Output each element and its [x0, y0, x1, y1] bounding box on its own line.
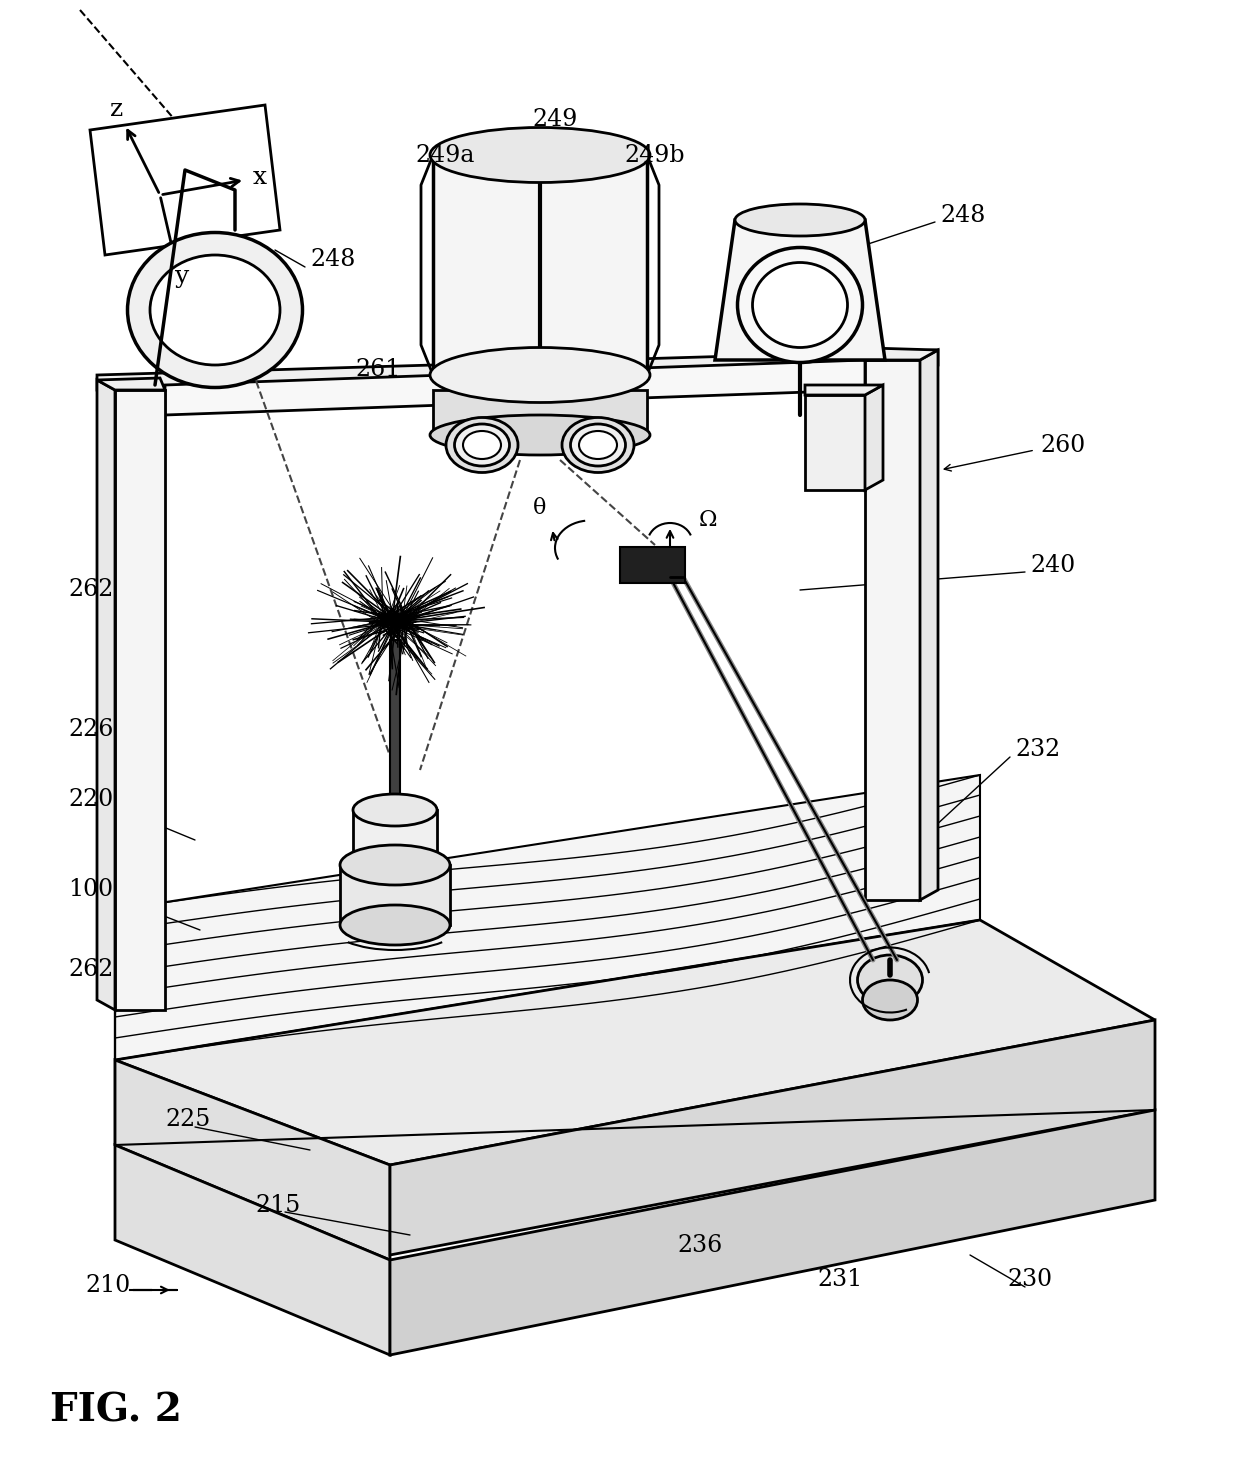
Ellipse shape — [455, 424, 510, 466]
Polygon shape — [91, 105, 280, 254]
Polygon shape — [866, 360, 920, 901]
Text: y: y — [175, 266, 190, 288]
Text: 236: 236 — [677, 1234, 723, 1256]
Ellipse shape — [430, 348, 650, 402]
Polygon shape — [433, 390, 647, 436]
Text: 210: 210 — [86, 1273, 130, 1297]
Ellipse shape — [735, 205, 866, 235]
Text: 249: 249 — [532, 108, 578, 132]
Polygon shape — [805, 395, 866, 490]
Ellipse shape — [128, 232, 303, 387]
Polygon shape — [353, 810, 436, 866]
Polygon shape — [920, 349, 937, 901]
Polygon shape — [97, 379, 165, 390]
Ellipse shape — [562, 418, 634, 472]
Polygon shape — [340, 866, 450, 925]
Text: 226: 226 — [68, 718, 113, 741]
Polygon shape — [805, 385, 883, 395]
Text: 248: 248 — [940, 203, 986, 227]
Text: θ: θ — [533, 497, 547, 519]
Text: 231: 231 — [817, 1269, 863, 1291]
Polygon shape — [165, 360, 866, 415]
Text: 260: 260 — [1040, 434, 1085, 456]
Text: 220: 220 — [68, 788, 113, 811]
Text: 262: 262 — [68, 579, 113, 601]
Text: 249a: 249a — [415, 143, 475, 167]
Text: 261: 261 — [355, 358, 401, 382]
Polygon shape — [115, 1060, 391, 1260]
Ellipse shape — [446, 418, 518, 472]
Ellipse shape — [150, 254, 280, 366]
Ellipse shape — [863, 980, 918, 1020]
Ellipse shape — [353, 849, 436, 882]
Polygon shape — [115, 1145, 391, 1355]
Polygon shape — [97, 380, 115, 1010]
Text: 215: 215 — [255, 1193, 300, 1216]
Polygon shape — [115, 390, 165, 1010]
Text: 100: 100 — [68, 879, 113, 902]
Polygon shape — [433, 155, 647, 374]
Polygon shape — [866, 348, 937, 360]
Ellipse shape — [570, 424, 625, 466]
Polygon shape — [115, 775, 980, 1060]
Polygon shape — [115, 920, 1154, 1165]
Ellipse shape — [463, 431, 501, 459]
Text: 225: 225 — [165, 1108, 211, 1132]
Ellipse shape — [340, 905, 450, 944]
Ellipse shape — [353, 794, 436, 826]
Polygon shape — [620, 547, 684, 583]
Text: x: x — [253, 167, 267, 190]
Polygon shape — [391, 1110, 1154, 1355]
Polygon shape — [866, 385, 883, 490]
Text: z: z — [110, 98, 124, 121]
Ellipse shape — [753, 263, 847, 348]
Ellipse shape — [738, 247, 863, 363]
Ellipse shape — [858, 955, 923, 1004]
Ellipse shape — [579, 431, 618, 459]
Text: 232: 232 — [1016, 738, 1060, 762]
Polygon shape — [391, 640, 401, 800]
Text: 248: 248 — [310, 249, 356, 272]
Polygon shape — [97, 349, 937, 390]
Ellipse shape — [430, 415, 650, 455]
Polygon shape — [115, 1110, 1154, 1145]
Text: FIG. 2: FIG. 2 — [50, 1390, 182, 1428]
Text: 249b: 249b — [625, 143, 686, 167]
Text: 230: 230 — [1007, 1269, 1053, 1291]
Polygon shape — [391, 1020, 1154, 1254]
Ellipse shape — [430, 127, 650, 183]
Text: 240: 240 — [1030, 554, 1075, 576]
Text: 262: 262 — [68, 959, 113, 981]
Text: Ω: Ω — [699, 509, 717, 531]
Polygon shape — [715, 219, 885, 360]
Ellipse shape — [340, 845, 450, 885]
